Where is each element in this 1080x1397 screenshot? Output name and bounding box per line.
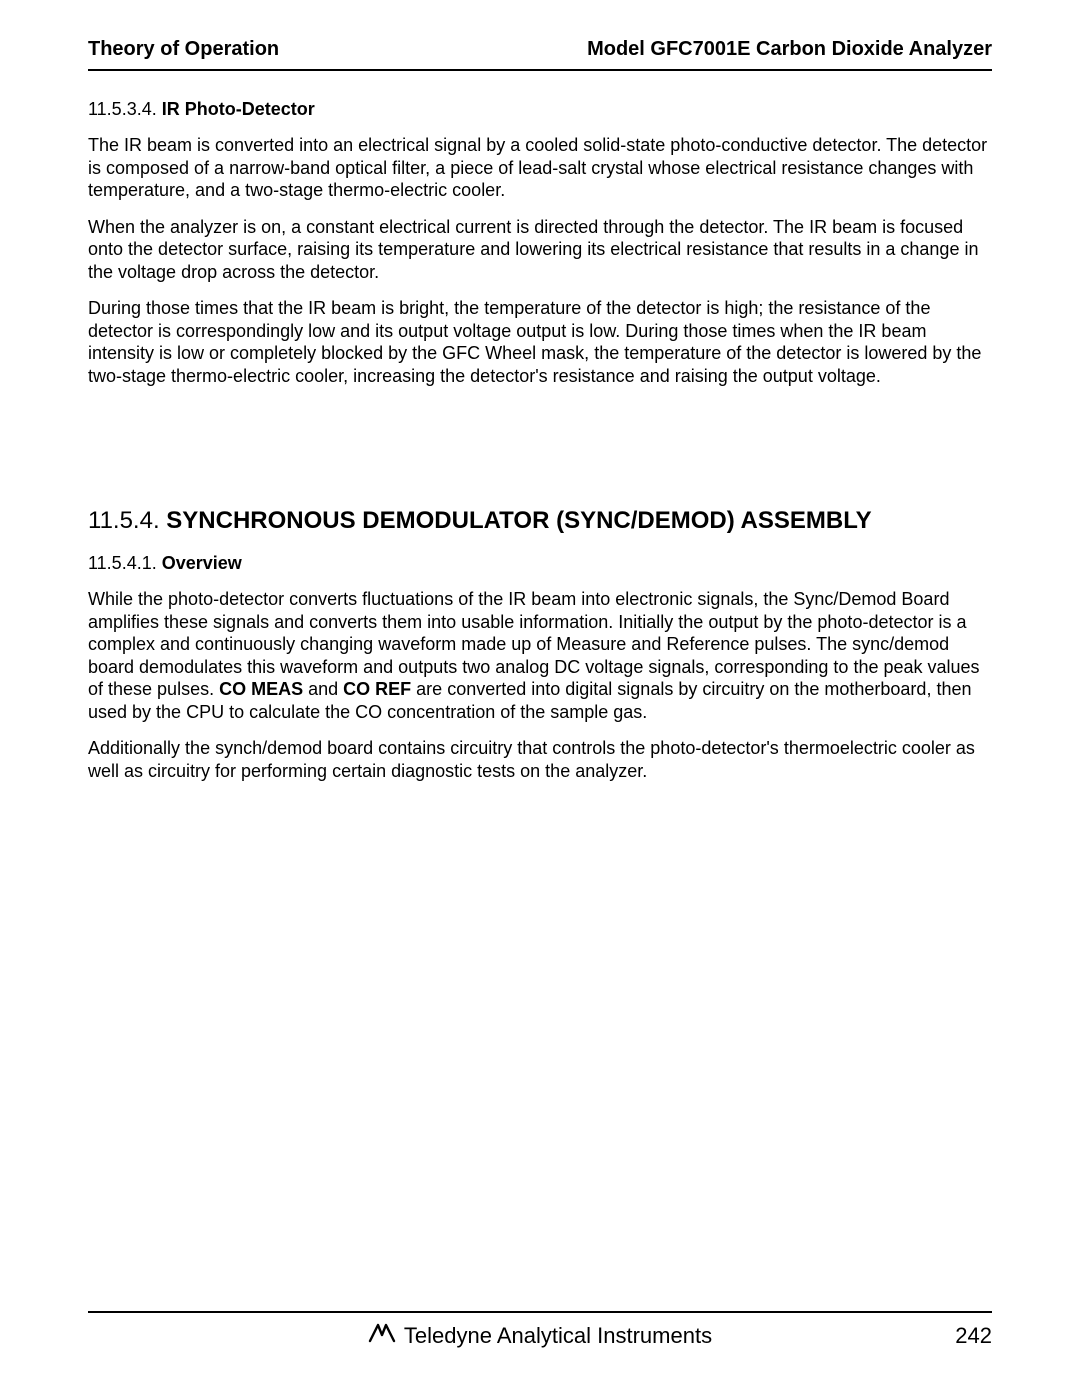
section-title: SYNCHRONOUS DEMODULATOR (SYNC/DEMOD) ASS… [166, 507, 871, 534]
subsection-11-5-3-4: 11.5.3.4. IR Photo-Detector The IR beam … [88, 99, 992, 387]
subsection-heading: 11.5.3.4. IR Photo-Detector [88, 99, 992, 120]
text-run-bold: CO REF [343, 679, 411, 699]
subsection-number: 11.5.3.4. [88, 99, 162, 119]
page-header: Theory of Operation Model GFC7001E Carbo… [88, 38, 992, 67]
body-paragraph: The IR beam is converted into an electri… [88, 134, 992, 202]
footer-company: Teledyne Analytical Instruments [404, 1323, 712, 1349]
body-paragraph: While the photo-detector converts fluctu… [88, 588, 992, 723]
document-page: Theory of Operation Model GFC7001E Carbo… [0, 0, 1080, 1397]
footer-row: Teledyne Analytical Instruments 242 [88, 1313, 992, 1349]
text-run-bold: CO MEAS [219, 679, 303, 699]
subsection-number: 11.5.4.1. [88, 553, 162, 573]
teledyne-logo-icon [368, 1323, 396, 1349]
header-right: Model GFC7001E Carbon Dioxide Analyzer [587, 38, 992, 61]
section-number: 11.5.4. [88, 507, 166, 534]
text-run: and [303, 679, 343, 699]
header-left: Theory of Operation [88, 38, 279, 61]
subsection-title: IR Photo-Detector [162, 99, 315, 119]
body-paragraph: Additionally the synch/demod board conta… [88, 737, 992, 782]
subsection-heading: 11.5.4.1. Overview [88, 553, 992, 574]
footer-center: Teledyne Analytical Instruments [368, 1323, 712, 1349]
body-paragraph: When the analyzer is on, a constant elec… [88, 216, 992, 284]
header-rule [88, 69, 992, 71]
section-11-5-4-heading: 11.5.4. SYNCHRONOUS DEMODULATOR (SYNC/DE… [88, 507, 992, 535]
body-paragraph: During those times that the IR beam is b… [88, 297, 992, 387]
subsection-11-5-4-1: 11.5.4.1. Overview While the photo-detec… [88, 553, 992, 782]
page-footer: Teledyne Analytical Instruments 242 [88, 1311, 992, 1349]
footer-page-number: 242 [955, 1323, 992, 1349]
subsection-title: Overview [162, 553, 242, 573]
